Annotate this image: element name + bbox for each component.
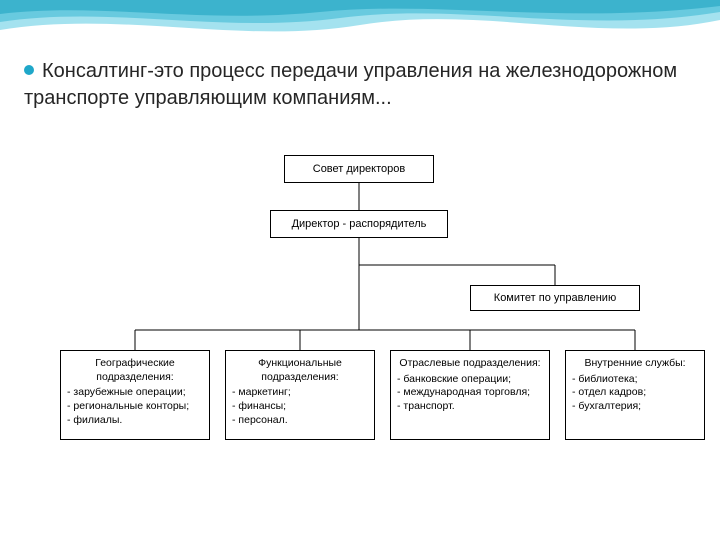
orgchart-connectors	[0, 0, 720, 540]
